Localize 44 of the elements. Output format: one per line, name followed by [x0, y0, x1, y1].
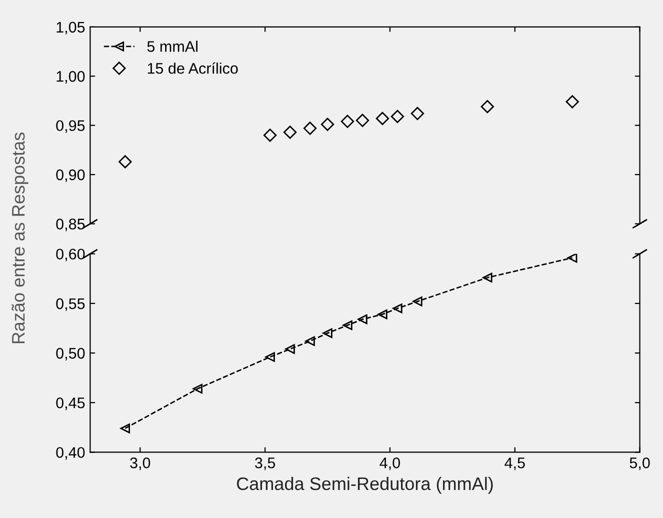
x-tick-label: 4,5 [504, 458, 525, 470]
legend-label: 15 de Acrílico [148, 62, 238, 74]
point [390, 110, 404, 124]
y-tick-label: 0,40 [56, 447, 85, 460]
point [567, 254, 578, 263]
legend-label: 5 mmAl [147, 40, 198, 52]
point [376, 112, 390, 126]
x-tick-label: 4,0 [380, 457, 400, 470]
point [566, 95, 579, 108]
point [118, 155, 132, 168]
y-tick-label: 1,05 [56, 22, 85, 34]
point [356, 114, 370, 128]
x-axis-title: Camada Semi-Redutora (mmAl) [236, 476, 493, 494]
x-tick-label: 3,5 [255, 457, 276, 470]
point [482, 272, 492, 282]
y-tick-label: 1,00 [56, 71, 85, 84]
y-tick-label: 0,45 [56, 397, 85, 410]
point [192, 384, 202, 394]
y-tick-label: 0,90 [56, 169, 85, 182]
y-tick-label: 0,55 [56, 298, 85, 311]
y-tick-label: 0,95 [56, 120, 85, 133]
x-tick-label: 5,0 [630, 457, 650, 470]
point [263, 128, 277, 142]
point [303, 122, 317, 135]
point [412, 296, 422, 306]
point [480, 100, 494, 114]
point [120, 424, 130, 434]
point [342, 320, 352, 330]
y-tick-label: 0,60 [56, 248, 85, 262]
point [305, 336, 315, 346]
point [378, 309, 388, 320]
point [392, 304, 402, 314]
y-tick-label: 0,50 [56, 348, 85, 361]
point [358, 314, 368, 324]
y-axis-title: Razão entre as Respostas [12, 132, 28, 344]
point [320, 118, 334, 131]
point [265, 352, 275, 362]
point [285, 344, 295, 354]
point [283, 126, 297, 139]
x-tick-label: 3,0 [130, 457, 150, 470]
point [340, 114, 354, 128]
y-tick-label: 0,85 [56, 218, 85, 232]
point [322, 328, 332, 338]
point [410, 106, 424, 120]
